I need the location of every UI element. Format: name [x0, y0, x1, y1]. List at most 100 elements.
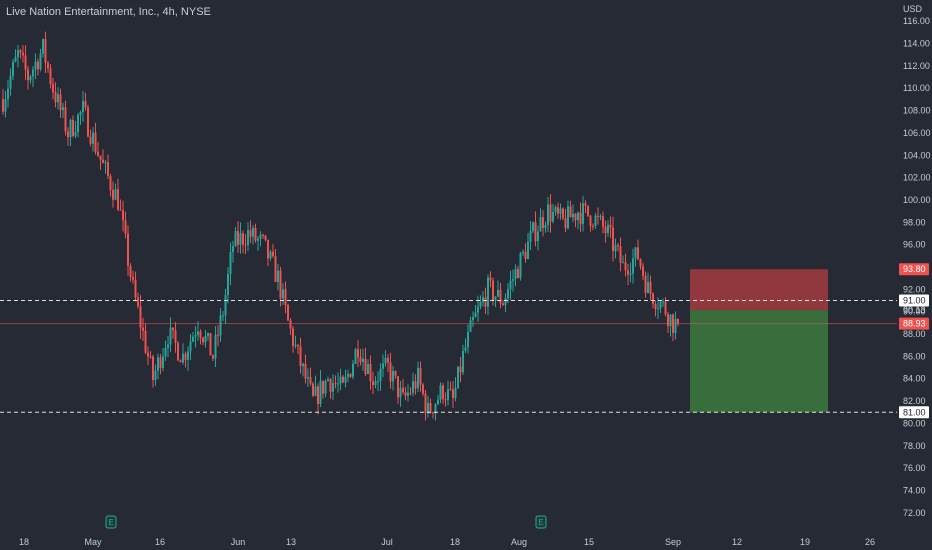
candle-body	[474, 312, 477, 318]
candle-body	[282, 289, 284, 299]
candle-body	[432, 412, 434, 414]
candle-body	[414, 381, 417, 389]
candle-body	[602, 216, 604, 227]
candle-body	[644, 275, 647, 293]
candle-body	[407, 392, 409, 396]
candle-body	[277, 270, 279, 283]
candle-body	[212, 355, 214, 359]
candle-body	[112, 190, 114, 200]
candle-body	[399, 387, 402, 398]
y-tick-label: 110.00	[903, 83, 930, 93]
candle-body	[574, 213, 577, 221]
candle-body	[587, 205, 589, 216]
candle-body	[384, 357, 387, 364]
candle-body	[317, 386, 319, 405]
candle-body	[477, 306, 479, 313]
candle-body	[519, 253, 522, 278]
candle-body	[504, 298, 507, 306]
x-tick-label: Sep	[665, 537, 681, 547]
x-tick-label: 16	[155, 537, 165, 547]
y-tick-label: 112.00	[903, 61, 930, 71]
candle-body	[669, 314, 672, 327]
x-tick-label: 19	[800, 537, 810, 547]
symbol-title: Live Nation Entertainment, Inc., 4h, NYS…	[6, 6, 211, 18]
candle-body	[372, 381, 374, 385]
candle-body	[89, 136, 92, 144]
candle-body	[367, 364, 369, 374]
candle-body	[42, 39, 44, 54]
candle-body	[412, 381, 414, 393]
price-label-box	[899, 263, 929, 276]
candle-body	[592, 225, 594, 227]
candle-body	[152, 356, 154, 381]
candle-body	[99, 155, 102, 160]
candle-body	[4, 99, 7, 112]
candle-body	[454, 387, 457, 399]
candle-body	[497, 289, 499, 297]
candle-body	[552, 211, 554, 222]
candle-body	[662, 301, 664, 303]
candle-body	[264, 235, 267, 240]
candle-body	[172, 327, 174, 331]
candle-body	[124, 220, 127, 234]
candle-body	[612, 227, 614, 252]
candle-body	[327, 379, 329, 382]
candle-body	[119, 209, 122, 211]
candle-body	[187, 351, 189, 360]
y-tick-label: 92.00	[903, 284, 926, 294]
candle-body	[162, 356, 164, 369]
candle-body	[442, 385, 444, 400]
candle-body	[494, 296, 497, 301]
candle-body	[214, 334, 217, 359]
x-tick-label: Jul	[381, 537, 393, 547]
price-label: 88.93	[903, 319, 926, 329]
candle-body	[369, 364, 372, 382]
candle-body	[102, 159, 104, 164]
candle-body	[59, 94, 62, 111]
price-label-box	[899, 317, 929, 330]
candle-body	[137, 297, 139, 307]
candle-body	[127, 233, 129, 266]
x-tick-label: Jun	[231, 537, 246, 547]
candle-body	[482, 297, 484, 302]
earnings-marker-icon[interactable]: E	[535, 515, 547, 529]
candle-body	[479, 301, 482, 307]
candle-body	[557, 207, 559, 214]
y-tick-label: 72.00	[903, 508, 926, 518]
symbol-name: Live Nation Entertainment, Inc.	[6, 6, 157, 18]
candle-body	[654, 303, 657, 309]
earnings-marker-icon[interactable]: E	[105, 515, 117, 529]
candle-body	[647, 281, 649, 293]
candle-body	[274, 256, 277, 283]
price-label-box	[899, 406, 929, 419]
candle-body	[424, 393, 427, 414]
candle-body	[359, 357, 362, 363]
candle-body	[434, 404, 437, 414]
candle-body	[397, 376, 399, 398]
candle-body	[147, 352, 149, 357]
candle-body	[254, 228, 257, 241]
candle-body	[164, 347, 167, 357]
y-tick-label: 96.00	[903, 240, 926, 250]
candle-body	[339, 376, 342, 384]
candle-body	[404, 392, 407, 396]
candle-body	[347, 373, 349, 377]
candle-body	[599, 216, 602, 218]
candle-body	[467, 331, 469, 348]
candle-body	[649, 281, 652, 294]
candle-body	[242, 233, 244, 245]
candle-body	[109, 176, 112, 191]
candle-body	[144, 330, 147, 353]
candle-body	[204, 336, 207, 343]
candle-body	[322, 380, 324, 394]
candle-body	[622, 262, 624, 264]
candle-body	[422, 384, 424, 394]
candle-body	[577, 212, 579, 221]
candle-body	[179, 360, 182, 363]
x-tick-label: 13	[286, 537, 296, 547]
candle-body	[259, 234, 262, 239]
candle-body	[444, 399, 447, 401]
candle-body	[252, 228, 254, 237]
